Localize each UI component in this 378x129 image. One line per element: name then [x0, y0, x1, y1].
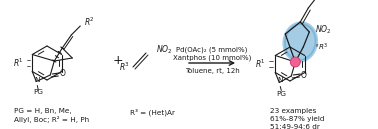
Text: $''R^3$: $''R^3$	[315, 41, 328, 53]
Text: N: N	[34, 76, 40, 83]
Circle shape	[290, 57, 300, 67]
Text: 61%-87% yield: 61%-87% yield	[270, 116, 324, 122]
Text: Allyl, Boc; R² = H, Ph: Allyl, Boc; R² = H, Ph	[14, 116, 89, 123]
Text: O: O	[59, 70, 65, 79]
Text: $R^2$: $R^2$	[318, 0, 329, 2]
Ellipse shape	[284, 23, 316, 61]
Text: Toluene, rt, 12h: Toluene, rt, 12h	[184, 68, 239, 74]
Text: $NO_2$: $NO_2$	[156, 44, 173, 56]
Text: O: O	[301, 71, 306, 79]
Text: N: N	[277, 78, 283, 83]
Text: 23 examples: 23 examples	[270, 108, 316, 114]
Text: PG = H, Bn, Me,: PG = H, Bn, Me,	[14, 108, 71, 114]
Text: PG: PG	[33, 90, 43, 95]
Text: R³ = (Het)Ar: R³ = (Het)Ar	[130, 108, 175, 115]
Text: Xantphos (10 mmol%): Xantphos (10 mmol%)	[173, 55, 251, 61]
Text: $NO_2$: $NO_2$	[315, 24, 332, 36]
Text: $R^2$: $R^2$	[84, 16, 95, 28]
Text: $R^3$: $R^3$	[119, 61, 130, 73]
Text: PG: PG	[276, 91, 286, 96]
Text: $R^1$: $R^1$	[13, 57, 24, 69]
Text: Pd(OAc)₂ (5 mmol%): Pd(OAc)₂ (5 mmol%)	[176, 47, 248, 53]
Text: 51:49-94:6 dr: 51:49-94:6 dr	[270, 124, 320, 129]
Text: $R^1$: $R^1$	[255, 58, 266, 70]
Text: +: +	[113, 54, 123, 67]
